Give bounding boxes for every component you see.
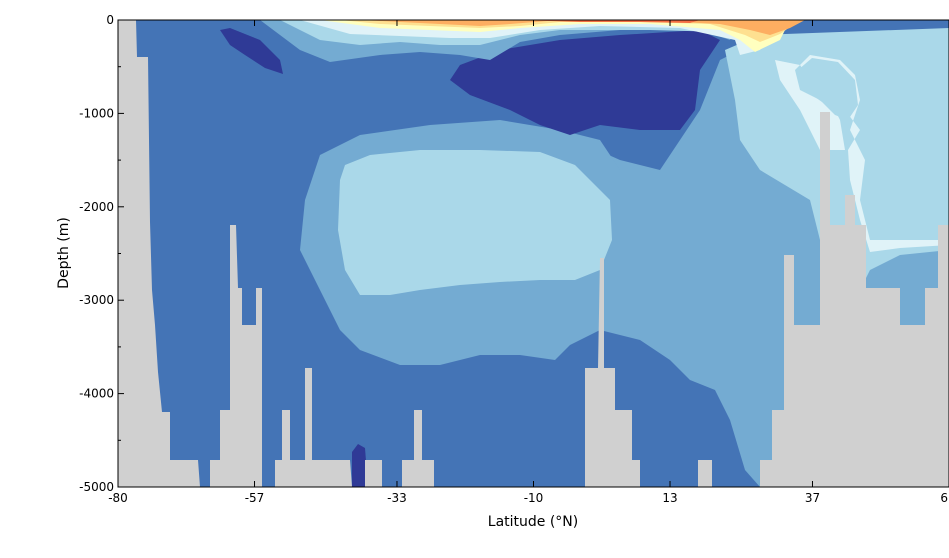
field-level-4-patch bbox=[798, 58, 858, 120]
y-axis: 0 -1000 -2000 -3000 -4000 -5000 bbox=[79, 13, 124, 494]
plot-area bbox=[118, 20, 949, 487]
x-tick-label: -10 bbox=[524, 491, 544, 505]
y-tick-label: -1000 bbox=[79, 106, 114, 120]
x-tick-label: 37 bbox=[805, 491, 820, 505]
surface-level-8 bbox=[360, 20, 805, 35]
field-level-4-core bbox=[338, 150, 612, 295]
x-tick-label: -33 bbox=[387, 491, 407, 505]
y-axis-title: Depth (m) bbox=[56, 217, 72, 289]
field-level-4-east bbox=[725, 28, 949, 290]
y-tick-label: -3000 bbox=[79, 293, 114, 307]
surface-level-9 bbox=[520, 20, 700, 23]
x-tick-label: 6 bbox=[940, 491, 948, 505]
y-tick-label: 0 bbox=[106, 13, 114, 27]
y-tick-label: -5000 bbox=[79, 480, 114, 494]
field-level-1-bottom bbox=[352, 444, 368, 487]
y-tick-label: -4000 bbox=[79, 387, 114, 401]
x-tick-label: -80 bbox=[108, 491, 128, 505]
land-bathymetry bbox=[118, 20, 949, 487]
x-axis-title: Latitude (°N) bbox=[488, 514, 578, 530]
y-tick-label: -2000 bbox=[79, 200, 114, 214]
field-level-1-south bbox=[220, 28, 283, 74]
field-level-1-north bbox=[450, 30, 720, 135]
x-tick-label: 13 bbox=[662, 491, 677, 505]
surface-level-7 bbox=[340, 20, 800, 42]
field-level-5-east bbox=[740, 32, 949, 252]
x-axis: -80 -57 -33 -10 13 37 6 bbox=[108, 20, 949, 505]
surface-level-6 bbox=[320, 20, 790, 52]
x-tick-label: -57 bbox=[245, 491, 265, 505]
